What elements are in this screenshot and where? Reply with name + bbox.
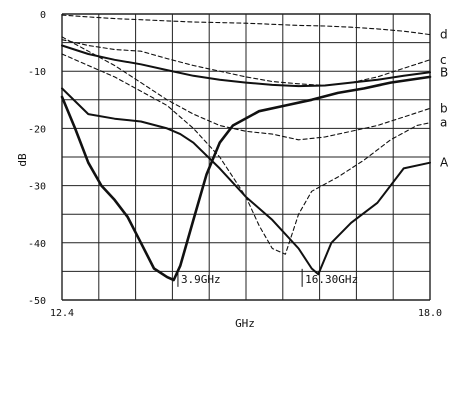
series-line-c bbox=[61, 39, 431, 87]
x-tick-label: 12.4 bbox=[50, 308, 74, 319]
series-line-B bbox=[61, 44, 431, 88]
annotations: 3.9GHz 16.30GHz bbox=[177, 268, 358, 287]
series-label: b bbox=[440, 101, 448, 115]
series-line-b bbox=[61, 36, 431, 141]
annotation-label: 3.9GHz bbox=[181, 273, 221, 286]
y-tick-label: -30 bbox=[28, 182, 46, 193]
series-label: d bbox=[440, 28, 448, 42]
y-axis-label: dB bbox=[16, 153, 29, 167]
y-tick-label: -40 bbox=[28, 239, 46, 250]
series-line-a bbox=[61, 53, 431, 255]
series-label: B bbox=[440, 65, 448, 79]
series-label: A bbox=[440, 156, 449, 170]
y-tick-label: -50 bbox=[28, 296, 46, 307]
series-line-unlabeled bbox=[60, 75, 432, 282]
grid-lines bbox=[61, 13, 431, 301]
x-axis-label: GHz bbox=[235, 317, 255, 330]
series-line-A bbox=[61, 87, 431, 276]
series-label: c bbox=[440, 53, 447, 67]
y-tick-label: 0 bbox=[40, 10, 46, 21]
series-line-d bbox=[61, 14, 431, 36]
series-lines bbox=[60, 14, 432, 282]
series-label: a bbox=[440, 116, 447, 130]
x-tick-label: 18.0 bbox=[418, 308, 442, 319]
tick-labels: 0 -10 -20 -30 -40 -50 12.4 18.0 bbox=[28, 10, 442, 319]
y-tick-label: -10 bbox=[28, 67, 46, 78]
annotation-label: 16.30GHz bbox=[305, 273, 358, 286]
y-tick-label: -20 bbox=[28, 124, 46, 135]
